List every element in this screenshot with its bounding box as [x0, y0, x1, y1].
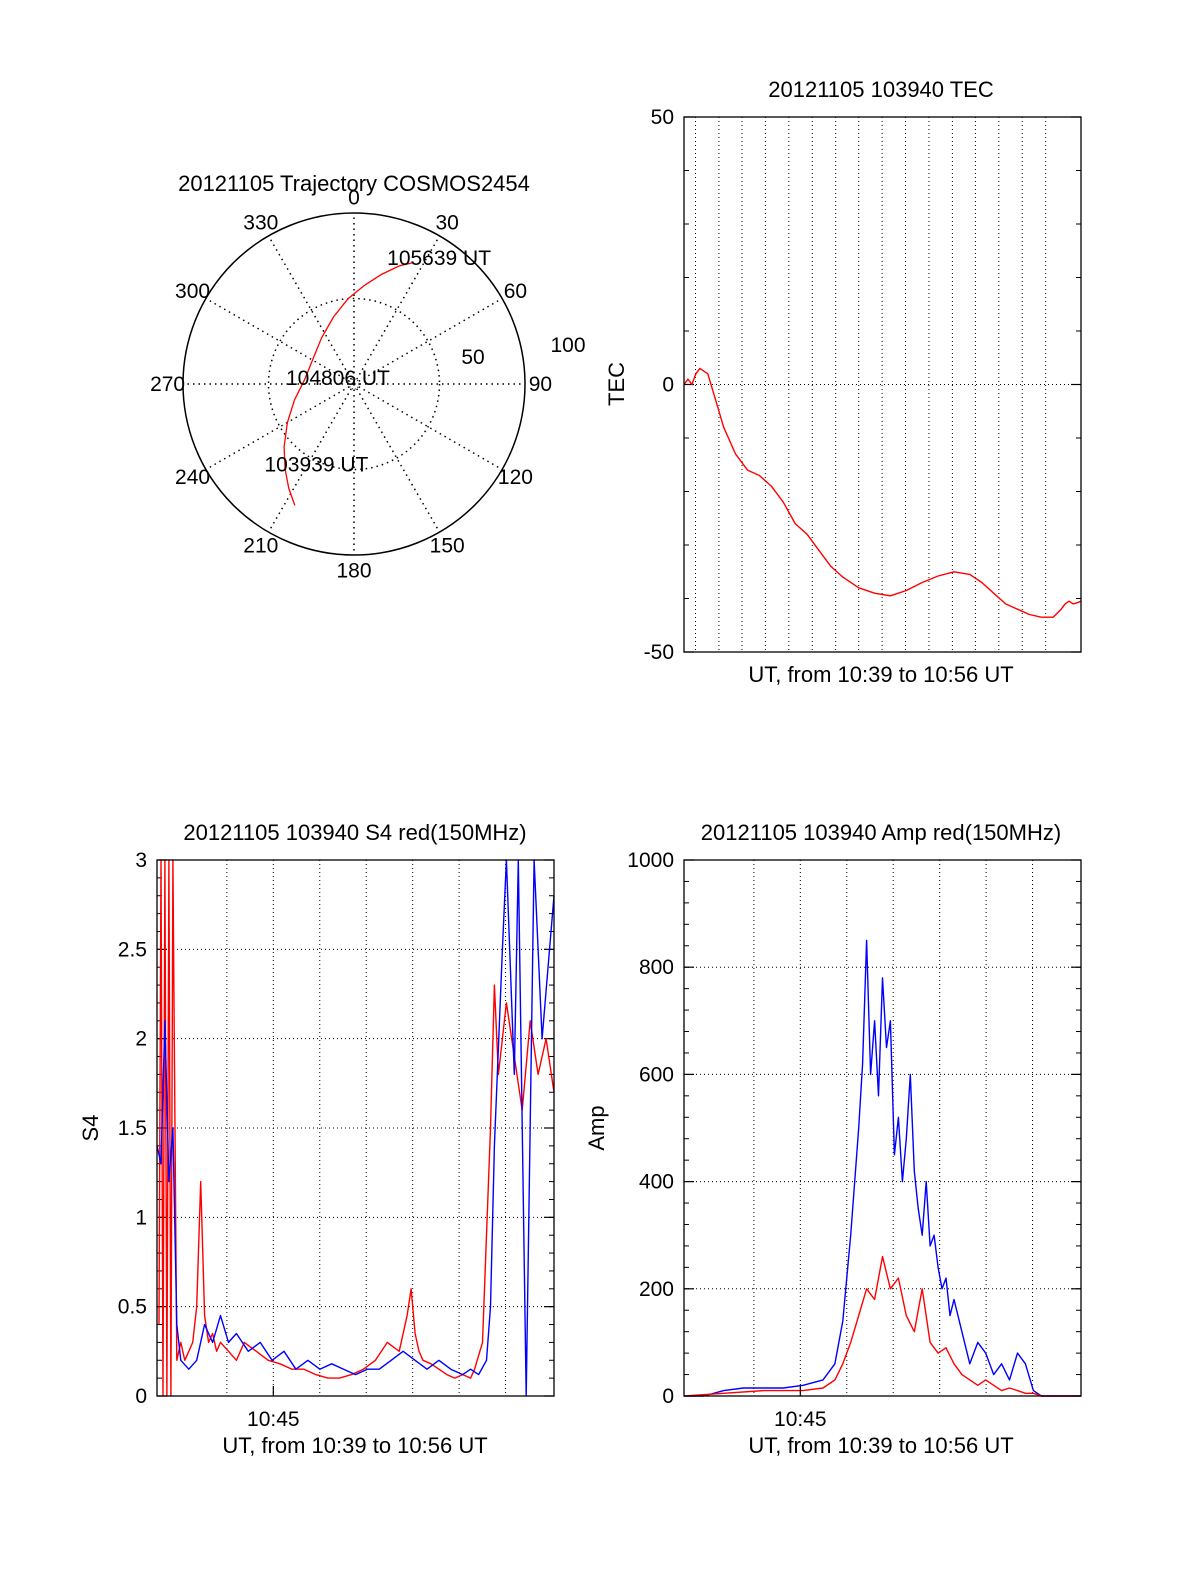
polar-spoke-60: [353, 297, 503, 385]
tec-plot-area: 50 0 -50: [644, 106, 1082, 664]
s4-ylabel: S4: [78, 1115, 103, 1142]
polar-spoke-210: [267, 383, 355, 533]
y-tick-label-1: 1: [135, 1206, 147, 1229]
y-tick-label-800: 800: [639, 956, 674, 979]
s4-panel: 20121105 103940 S4 red(150MHz) UT, from …: [78, 820, 555, 1458]
angle-label-60: 60: [504, 280, 527, 303]
amp-xlabel: UT, from 10:39 to 10:56 UT: [748, 1433, 1013, 1458]
polar-grid: 0 30 60 90 120 150 180 210 240 270 300 330 50 100: [150, 187, 585, 583]
y-tick-label-50: 50: [651, 106, 674, 129]
y-tick-label--50: -50: [644, 641, 674, 664]
polar-spoke-330: [267, 235, 355, 385]
y-tick-label-3: 3: [135, 849, 147, 872]
amp-plot-area: 1000 800 600 400 200 0 10:45: [627, 849, 1082, 1431]
angle-label-120: 120: [498, 466, 533, 489]
polar-spoke-300: [205, 297, 355, 385]
trajectory-time-label-1: 104806 UT: [286, 367, 390, 390]
angle-label-240: 240: [175, 466, 210, 489]
amp-panel: 20121105 103940 Amp red(150MHz) UT, from…: [584, 820, 1082, 1458]
series-red-line: [683, 367, 1082, 618]
series-red-line: [158, 859, 555, 1397]
y-tick-label-0: 0: [135, 1385, 147, 1408]
polar-spoke-30: [353, 235, 441, 385]
s4-title: 20121105 103940 S4 red(150MHz): [183, 820, 526, 845]
radial-label-50: 50: [461, 346, 484, 369]
y-tick-label-0: 0: [662, 374, 674, 397]
x-tick-label-0: 10:45: [774, 1408, 827, 1431]
tec-panel: 20121105 103940 TEC UT, from 10:39 to 10…: [604, 77, 1082, 687]
y-tick-label-2: 2: [135, 1028, 147, 1051]
tec-ylabel: TEC: [604, 362, 629, 406]
y-tick-label-2.5: 2.5: [118, 938, 147, 961]
angle-label-330: 330: [243, 212, 278, 235]
series-blue-line: [156, 859, 555, 1397]
trajectory-polar-panel: 20121105 Trajectory COSMOS2454 0 30 60 90 12…: [150, 171, 585, 582]
tec-title: 20121105 103940 TEC: [768, 77, 994, 102]
trajectory-time-label-0: 105639 UT: [387, 247, 491, 270]
y-tick-label-1000: 1000: [627, 849, 674, 872]
polar-ring-0: [267, 297, 441, 471]
trajectory-title: 20121105 Trajectory COSMOS2454: [178, 171, 530, 196]
tec-xlabel: UT, from 10:39 to 10:56 UT: [748, 662, 1013, 687]
angle-label-30: 30: [436, 212, 459, 235]
y-tick-label-0.5: 0.5: [118, 1296, 147, 1319]
angle-label-150: 150: [430, 534, 465, 557]
series-blue-line: [684, 939, 1081, 1397]
y-tick-label-1.5: 1.5: [118, 1117, 147, 1140]
s4-plot-area: 3 2.5 2 1.5 1 0.5 0 10:45: [118, 849, 555, 1431]
y-tick-label-600: 600: [639, 1063, 674, 1086]
angle-label-300: 300: [175, 280, 210, 303]
angle-label-90: 90: [529, 373, 552, 396]
series-red-line: [683, 1255, 1081, 1397]
polar-spoke-150: [353, 383, 441, 533]
angle-label-270: 270: [150, 373, 185, 396]
angle-label-180: 180: [336, 559, 371, 582]
trajectory-track: [283, 261, 414, 506]
polar-marks: 105639 UT 104806 UT 103939 UT: [264, 247, 491, 506]
s4-xlabel: UT, from 10:39 to 10:56 UT: [222, 1433, 487, 1458]
amp-title: 20121105 103940 Amp red(150MHz): [701, 820, 1061, 845]
y-tick-label-0: 0: [662, 1385, 674, 1408]
angle-label-0: 0: [348, 187, 360, 210]
polar-spoke-240: [205, 383, 355, 471]
plot-frame: [156, 859, 555, 1397]
polar-spoke-120: [353, 383, 503, 471]
angle-label-210: 210: [243, 534, 278, 557]
y-tick-label-400: 400: [639, 1171, 674, 1194]
plot-frame: [683, 116, 1082, 653]
amp-ylabel: Amp: [584, 1105, 609, 1150]
radial-label-100: 100: [550, 334, 585, 357]
plot-frame: [683, 859, 1082, 1397]
y-tick-label-200: 200: [639, 1278, 674, 1301]
x-tick-label-0: 10:45: [247, 1408, 300, 1431]
trajectory-time-label-2: 103939 UT: [264, 454, 368, 477]
polar-center-mark: [348, 378, 360, 390]
